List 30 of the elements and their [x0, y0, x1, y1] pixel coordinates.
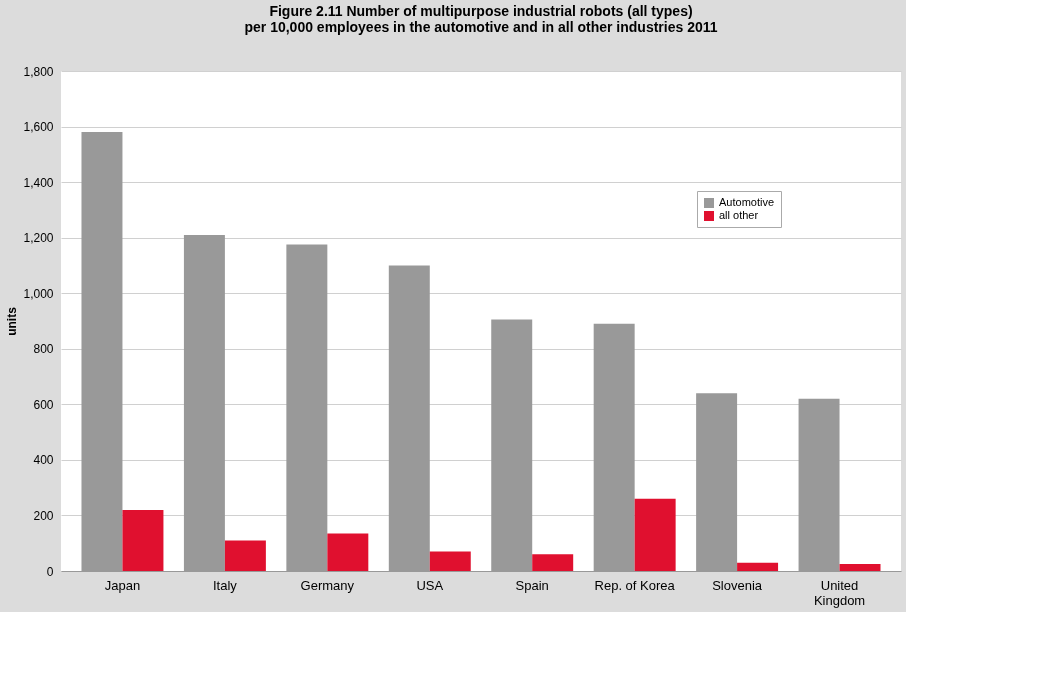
- y-tick-label: 200: [33, 508, 54, 523]
- y-tick-label: 1,000: [23, 286, 54, 301]
- bar: [737, 562, 779, 571]
- y-tick-label: 400: [33, 453, 54, 468]
- x-tick-label: Japan: [104, 577, 141, 593]
- x-tick-label: USA: [416, 577, 444, 593]
- y-axis-title: units: [5, 306, 20, 336]
- x-tick-label: United Kingdom: [813, 577, 866, 608]
- y-tick-label: 1,400: [23, 175, 54, 190]
- y-tick-label: 1,600: [23, 120, 54, 135]
- y-tick-label: 600: [33, 397, 54, 412]
- x-tick-label: Spain: [515, 577, 549, 593]
- x-tick-label: Rep. of Korea: [594, 577, 676, 593]
- chart-title: Figure 2.11 Number of multipurpose industrial robots (all types) per 10,000 employees in the automotive and in all other industries 2011: [244, 3, 718, 35]
- x-tick-label: Germany: [300, 577, 355, 593]
- bar: [839, 564, 881, 571]
- legend-label: all other: [719, 209, 759, 221]
- legend-label: Automotive: [719, 196, 775, 208]
- x-tick-label: Slovenia: [712, 577, 763, 593]
- bar: [429, 551, 471, 571]
- bar: [634, 498, 676, 571]
- y-tick-label: 0: [46, 564, 54, 579]
- bar: [327, 533, 369, 571]
- y-tick-label: 1,200: [23, 231, 54, 246]
- y-tick-label: 1,800: [23, 64, 54, 79]
- x-tick-label: Italy: [212, 577, 238, 593]
- bar: [122, 509, 164, 571]
- y-tick-label: 800: [33, 342, 54, 357]
- bar: [532, 554, 574, 571]
- bar: [224, 540, 266, 571]
